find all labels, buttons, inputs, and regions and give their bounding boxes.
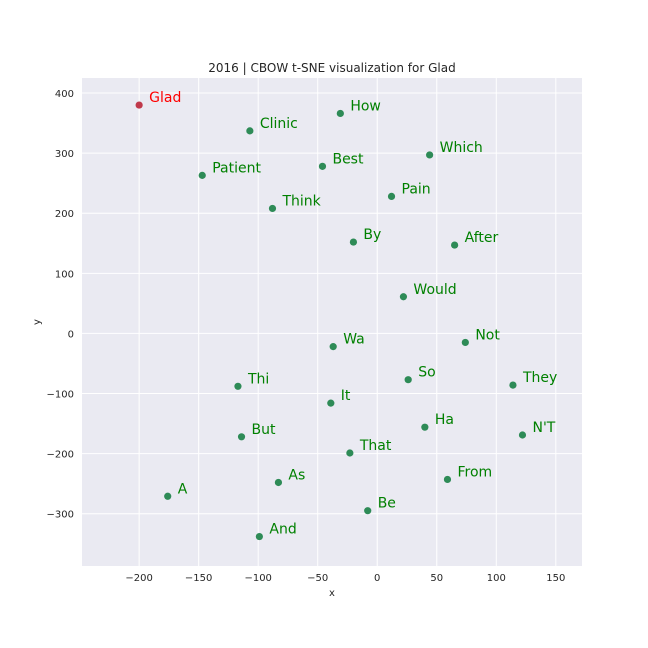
x-tick-label: −200	[125, 573, 152, 584]
x-axis-ticks: −200 −150 −100 −50 0 50 100 150	[125, 573, 565, 584]
y-tick-label: −200	[47, 450, 74, 461]
word-label: That	[359, 438, 392, 454]
word-label: They	[522, 370, 557, 386]
word-label: Would	[413, 282, 456, 298]
word-label: So	[418, 365, 435, 381]
target-point	[135, 101, 143, 109]
data-point	[346, 449, 354, 457]
x-tick-label: −50	[307, 573, 328, 584]
data-point	[318, 162, 327, 170]
data-point	[327, 399, 335, 407]
data-point	[364, 507, 372, 515]
word-label: Which	[440, 140, 483, 156]
data-point	[404, 376, 412, 384]
data-point	[237, 433, 246, 441]
word-label: Wa	[343, 332, 365, 348]
y-tick-label: −100	[47, 390, 74, 401]
chart-title: 2016 | CBOW t-SNE visualization for Glad	[208, 61, 455, 75]
data-point	[349, 238, 358, 246]
word-label: Patient	[212, 160, 261, 176]
data-point	[387, 192, 396, 200]
word-label: Not	[475, 327, 500, 343]
y-axis-ticks: −300 −200 −100 0 100 200 300 400	[47, 89, 74, 521]
plot-area	[82, 78, 582, 566]
word-label: Clinic	[260, 116, 298, 132]
y-axis-label: y	[32, 319, 43, 325]
grid-lines	[82, 78, 582, 566]
data-point	[509, 381, 517, 389]
data-point	[421, 423, 429, 431]
word-label: And	[269, 522, 296, 538]
word-label: Pain	[402, 181, 431, 197]
word-label: As	[288, 467, 305, 483]
x-tick-label: 150	[546, 573, 565, 584]
x-tick-label: −150	[185, 573, 212, 584]
y-tick-label: 400	[55, 89, 74, 100]
data-point	[274, 478, 283, 487]
x-tick-label: 100	[487, 573, 506, 584]
data-point	[246, 127, 254, 135]
x-tick-label: 0	[374, 573, 380, 584]
word-label: Thi	[247, 371, 269, 387]
word-label: From	[457, 464, 492, 480]
data-points	[135, 101, 527, 541]
word-label: Be	[378, 496, 396, 512]
word-label: How	[350, 98, 381, 114]
data-point	[268, 204, 277, 213]
data-point	[399, 293, 408, 301]
data-labels: Glad Clinic How Best Which Patient Pain Think By…	[149, 90, 557, 538]
data-point	[336, 109, 344, 118]
data-point	[198, 171, 206, 179]
x-tick-label: 50	[430, 573, 443, 584]
x-tick-label: −100	[244, 573, 271, 584]
y-tick-label: 100	[55, 269, 74, 280]
data-point	[451, 241, 459, 249]
data-point	[164, 492, 172, 500]
word-label: But	[252, 422, 276, 438]
data-point	[255, 532, 263, 541]
y-tick-label: −300	[47, 510, 74, 521]
word-label: After	[465, 230, 499, 246]
data-point	[329, 343, 337, 351]
word-label: It	[341, 388, 351, 404]
data-point	[443, 475, 452, 484]
data-point	[234, 382, 242, 390]
word-label: Think	[281, 193, 321, 209]
word-label: Best	[332, 151, 364, 167]
y-tick-label: 200	[55, 209, 74, 220]
word-label: N'T	[532, 420, 555, 436]
data-point	[426, 151, 434, 159]
y-tick-label: 0	[68, 329, 74, 340]
word-label: A	[178, 481, 188, 497]
x-axis-label: x	[329, 588, 335, 599]
word-label: Ha	[435, 412, 454, 428]
data-point	[518, 431, 527, 439]
word-label: By	[363, 227, 381, 243]
y-tick-label: 300	[55, 149, 74, 160]
data-point	[461, 338, 469, 347]
target-word-label: Glad	[149, 90, 181, 106]
